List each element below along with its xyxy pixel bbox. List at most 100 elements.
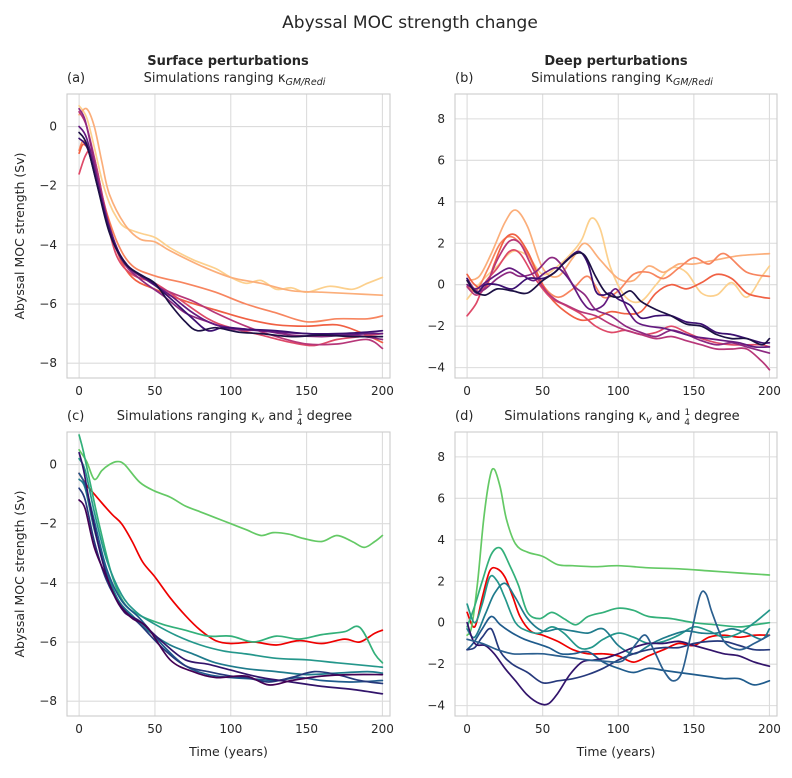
x-tick-label: 100 bbox=[607, 722, 630, 736]
x-tick-label: 150 bbox=[682, 722, 705, 736]
x-tick-label: 150 bbox=[682, 384, 705, 398]
plot-area bbox=[455, 94, 777, 378]
series-line-s8 bbox=[466, 266, 771, 349]
x-tick-label: 100 bbox=[219, 384, 242, 398]
column-title-surface: Surface perturbations bbox=[147, 54, 309, 69]
panel-letter: (b) bbox=[455, 71, 473, 86]
series-line-g8 bbox=[466, 590, 771, 682]
series-line-s6 bbox=[78, 110, 384, 350]
y-tick-label: 0 bbox=[49, 120, 57, 134]
series-line-g5 bbox=[466, 615, 771, 686]
series-group bbox=[466, 467, 771, 706]
y-tick-label: 0 bbox=[437, 616, 445, 630]
x-tick-label: 200 bbox=[758, 722, 781, 736]
series-line-g7 bbox=[78, 451, 384, 695]
panel-letter: (c) bbox=[67, 409, 84, 424]
plot-area bbox=[455, 432, 777, 716]
panel-subtitle: Simulations ranging κGM/Redi bbox=[144, 71, 326, 88]
series-group bbox=[466, 209, 771, 371]
y-tick-label: 6 bbox=[437, 491, 445, 505]
axes-frame bbox=[66, 431, 391, 717]
y-tick-label: −2 bbox=[39, 517, 57, 531]
panel-letter: (d) bbox=[455, 409, 473, 424]
y-tick-label: −2 bbox=[39, 179, 57, 193]
series-line-g1 bbox=[466, 467, 771, 637]
y-tick-label: 4 bbox=[437, 195, 445, 209]
y-tick-label: 0 bbox=[49, 458, 57, 472]
series-line-s10 bbox=[78, 131, 384, 338]
series-line-s4 bbox=[466, 233, 771, 322]
series-line-g3 bbox=[466, 574, 771, 650]
series-line-s2 bbox=[78, 107, 384, 297]
series-line-g1 bbox=[78, 448, 384, 549]
x-tick-label: 0 bbox=[463, 722, 471, 736]
x-tick-label: 100 bbox=[607, 384, 630, 398]
series-line-s1 bbox=[78, 104, 384, 294]
series-line-s6 bbox=[466, 238, 771, 371]
y-tick-label: −6 bbox=[39, 635, 57, 649]
y-tick-label: −4 bbox=[39, 238, 57, 252]
panel-c: 0 50 100 150 200 −8 −6 −4 −2 0 (c) Simulations rang… bbox=[12, 408, 394, 759]
x-tick-label: 0 bbox=[75, 384, 83, 398]
series-line-s5 bbox=[466, 249, 771, 348]
series-line-g4 bbox=[466, 582, 771, 655]
panel-a: 0 50 100 150 200 −8 −6 −4 −2 0 (a) Simulations rang… bbox=[12, 71, 394, 398]
y-tick-label: −4 bbox=[427, 361, 445, 375]
series-line-s1 bbox=[466, 217, 771, 304]
x-tick-label: 200 bbox=[371, 722, 394, 736]
y-tick-label: 8 bbox=[437, 450, 445, 464]
series-line-g8 bbox=[78, 499, 384, 686]
y-tick-label: −2 bbox=[427, 657, 445, 671]
y-axis-label: Abyssal MOC strength (Sv) bbox=[12, 490, 27, 657]
x-tick-label: 50 bbox=[147, 384, 162, 398]
series-line-red bbox=[466, 566, 771, 663]
y-tick-label: 6 bbox=[437, 153, 445, 167]
series-line-s7 bbox=[466, 256, 771, 354]
y-axis-label: Abyssal MOC strength (Sv) bbox=[12, 152, 27, 319]
series-line-g5 bbox=[78, 472, 384, 683]
x-tick-label: 50 bbox=[147, 722, 162, 736]
x-tick-label: 150 bbox=[295, 384, 318, 398]
y-tick-label: −6 bbox=[39, 297, 57, 311]
y-tick-label: 2 bbox=[437, 574, 445, 588]
x-tick-label: 150 bbox=[295, 722, 318, 736]
axes-frame bbox=[454, 431, 778, 717]
series-line-s10 bbox=[466, 251, 771, 346]
y-tick-label: 2 bbox=[437, 236, 445, 250]
x-tick-label: 200 bbox=[758, 384, 781, 398]
series-group bbox=[78, 434, 384, 695]
x-tick-label: 50 bbox=[535, 722, 550, 736]
column-title-deep: Deep perturbations bbox=[544, 54, 688, 69]
series-line-red bbox=[78, 472, 384, 646]
series-group bbox=[78, 104, 384, 350]
y-tick-label: −2 bbox=[427, 319, 445, 333]
series-line-g3 bbox=[78, 457, 384, 669]
series-line-g6 bbox=[466, 627, 771, 685]
series-line-g2 bbox=[466, 546, 771, 628]
x-axis-label: Time (years) bbox=[576, 744, 656, 759]
axes-frame bbox=[66, 93, 391, 379]
y-tick-label: −4 bbox=[427, 699, 445, 713]
figure-title: Abyssal MOC strength change bbox=[282, 13, 538, 33]
y-tick-label: 4 bbox=[437, 533, 445, 547]
series-line-s2 bbox=[466, 209, 771, 283]
y-tick-label: 0 bbox=[437, 278, 445, 292]
x-tick-label: 200 bbox=[371, 384, 394, 398]
x-tick-label: 0 bbox=[463, 384, 471, 398]
x-tick-label: 50 bbox=[535, 384, 550, 398]
x-axis-label: Time (years) bbox=[188, 744, 268, 759]
y-tick-label: −4 bbox=[39, 576, 57, 590]
panel-subtitle: Simulations ranging κGM/Redi bbox=[531, 71, 713, 88]
panel-d: 0 50 100 150 200 −4 −2 0 2 4 6 8 (d) Simulations rang… bbox=[427, 408, 781, 759]
panel-letter: (a) bbox=[67, 71, 85, 86]
x-tick-label: 0 bbox=[75, 722, 83, 736]
y-tick-label: −8 bbox=[39, 694, 57, 708]
x-tick-label: 100 bbox=[219, 722, 242, 736]
series-line-g2 bbox=[78, 434, 384, 664]
y-tick-label: 8 bbox=[437, 112, 445, 126]
panel-b: 0 50 100 150 200 −4 −2 0 2 4 6 8 (b) Simulations rang… bbox=[427, 71, 781, 398]
axes-frame bbox=[454, 93, 778, 379]
